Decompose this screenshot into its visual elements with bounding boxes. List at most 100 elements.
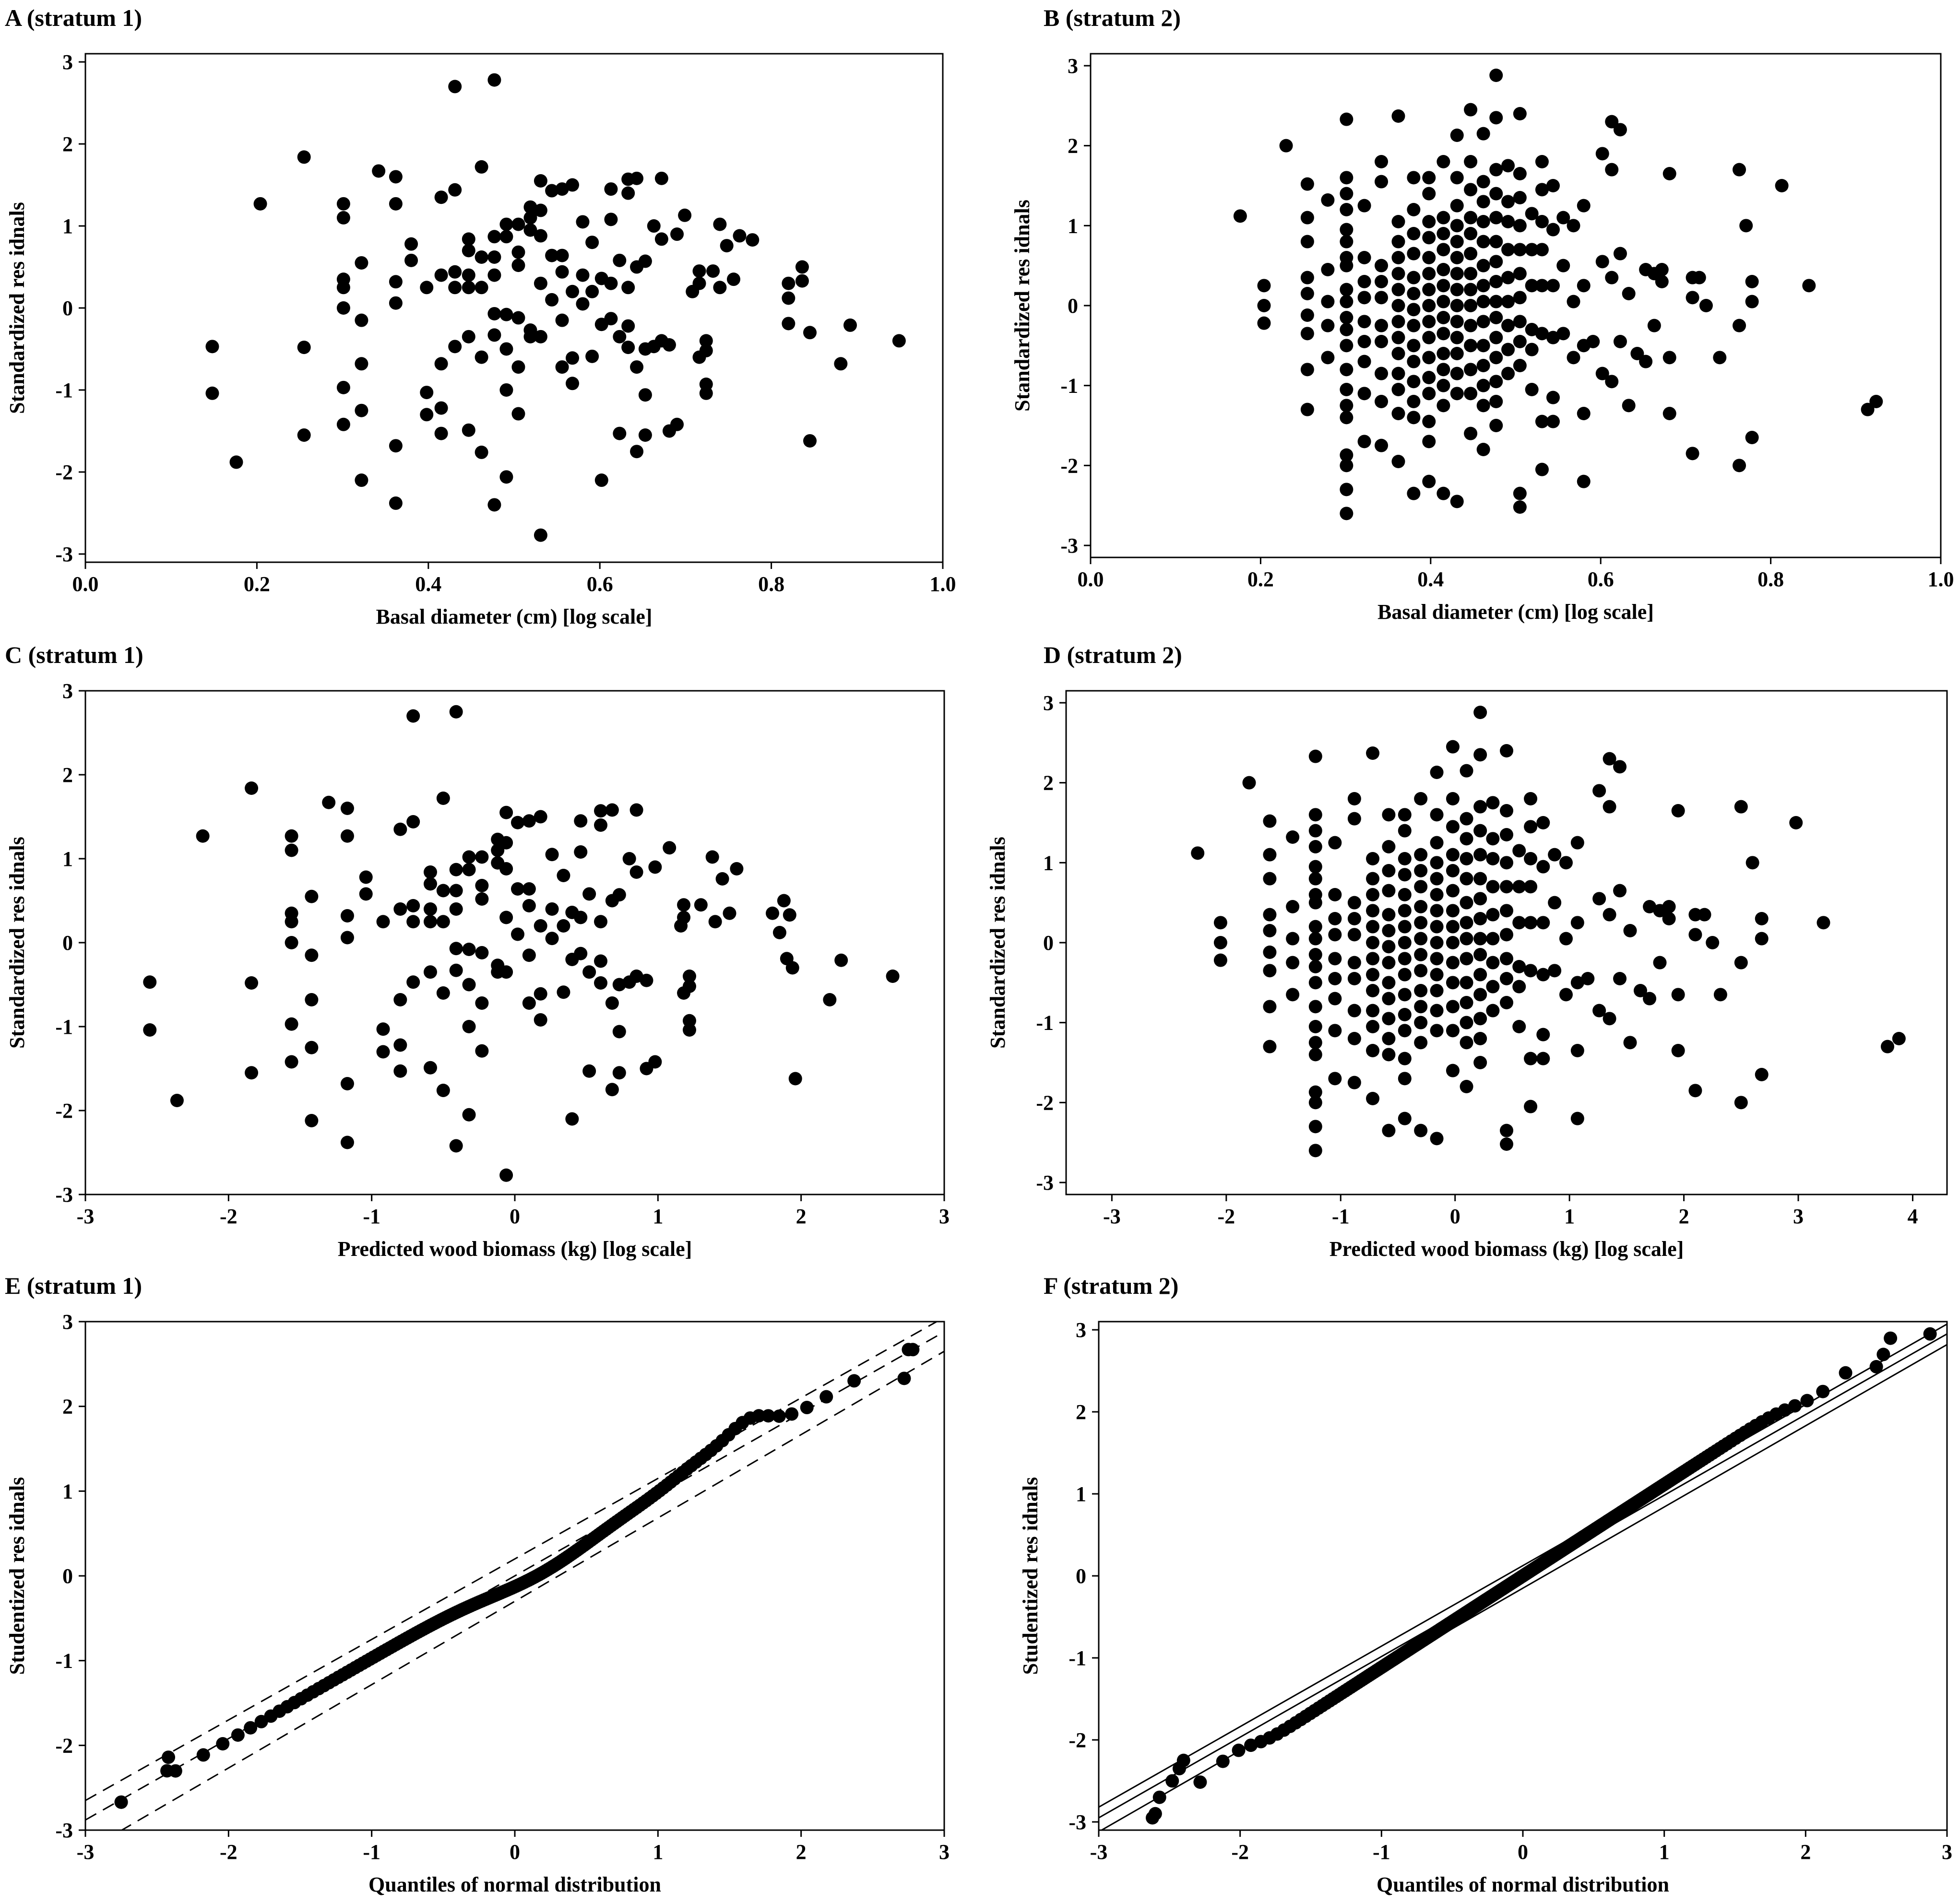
data-point-b xyxy=(1733,163,1746,177)
x-tick-label-d: 3 xyxy=(1793,1205,1804,1228)
data-point-a xyxy=(355,403,368,417)
data-point-a xyxy=(336,211,350,225)
data-point-a xyxy=(699,334,713,348)
data-point-d xyxy=(1347,1076,1361,1089)
data-point-a xyxy=(545,184,559,198)
data-point-d xyxy=(1308,1120,1322,1134)
data-point-d xyxy=(1308,824,1322,838)
data-point-b xyxy=(1546,279,1560,293)
data-point-d xyxy=(1382,976,1396,990)
data-point-d xyxy=(1430,968,1444,982)
panel-a: A (stratum 1) -3 -2 -1 0 1 2 3 0.0 0.2 0.4 0.6 0.8 1.… xyxy=(5,4,956,628)
data-point-d xyxy=(1671,804,1685,817)
data-point-b xyxy=(1692,271,1706,284)
data-point-c xyxy=(522,882,536,896)
data-point-b xyxy=(1422,251,1436,264)
data-point-d xyxy=(1430,1024,1444,1038)
data-point-a xyxy=(448,265,462,279)
data-point-a xyxy=(576,297,590,311)
data-point-d xyxy=(1524,820,1538,834)
data-point-b xyxy=(1375,291,1389,305)
data-point-a xyxy=(670,417,684,431)
data-point-d xyxy=(1460,872,1473,886)
data-point-f xyxy=(1145,1811,1159,1825)
data-point-c xyxy=(557,919,570,933)
data-point-d xyxy=(1398,808,1412,822)
data-point-d xyxy=(1430,952,1444,966)
data-point-d xyxy=(1308,948,1322,961)
data-point-b xyxy=(1437,399,1450,413)
data-point-c xyxy=(436,792,450,805)
data-point-b xyxy=(1407,486,1421,500)
data-point-d xyxy=(1263,814,1277,828)
y-axis-title-b: Standardized res idnals xyxy=(1010,200,1034,412)
data-point-c xyxy=(475,946,489,959)
data-point-b xyxy=(1450,283,1464,296)
data-point-d xyxy=(1486,832,1500,846)
y-tick-label-a: 1 xyxy=(62,214,73,238)
data-point-d xyxy=(1430,888,1444,901)
data-point-a xyxy=(487,250,501,264)
data-point-c xyxy=(622,852,636,865)
panel-label-f: F (stratum 2) xyxy=(1044,1272,1178,1299)
data-point-b xyxy=(1437,311,1450,324)
data-point-a xyxy=(585,284,599,298)
data-point-f xyxy=(1876,1348,1890,1361)
y-tick-label-b: 3 xyxy=(1068,54,1078,78)
x-tick-label-b: 0.8 xyxy=(1757,568,1784,591)
data-point-b xyxy=(1407,395,1421,408)
data-point-d xyxy=(1473,1056,1487,1069)
data-point-b xyxy=(1525,279,1539,293)
data-point-b xyxy=(1391,215,1405,228)
data-point-b xyxy=(1567,219,1580,233)
data-point-d xyxy=(1603,1012,1616,1026)
data-point-d xyxy=(1536,916,1550,930)
data-point-a xyxy=(630,360,644,374)
data-point-b xyxy=(1605,163,1619,177)
data-point-d xyxy=(1623,1036,1637,1050)
data-point-d xyxy=(1366,936,1380,949)
data-point-a xyxy=(475,281,488,295)
data-point-d xyxy=(1592,784,1606,798)
data-point-b xyxy=(1622,287,1636,300)
data-point-a xyxy=(713,217,727,231)
data-point-e xyxy=(231,1728,245,1742)
data-point-b xyxy=(1546,414,1560,428)
data-point-a xyxy=(205,386,219,400)
data-point-d xyxy=(1570,976,1584,990)
data-point-d xyxy=(1213,916,1227,930)
data-point-b xyxy=(1513,219,1527,233)
data-point-c xyxy=(449,1139,463,1153)
data-point-b xyxy=(1513,107,1527,120)
data-point-c xyxy=(359,887,373,901)
data-point-b xyxy=(1513,335,1527,348)
data-point-c xyxy=(605,996,619,1010)
data-point-b xyxy=(1391,331,1405,344)
data-point-b xyxy=(1630,347,1644,360)
data-point-d xyxy=(1486,852,1500,865)
data-point-c xyxy=(522,899,536,912)
x-tick-label-e: -3 xyxy=(77,1840,95,1864)
data-point-d xyxy=(1892,1032,1906,1045)
data-point-c xyxy=(777,894,791,908)
data-point-b xyxy=(1733,459,1746,473)
data-point-d xyxy=(1570,836,1584,850)
data-point-d xyxy=(1398,1072,1412,1086)
data-point-c xyxy=(436,1084,450,1097)
data-point-d xyxy=(1398,868,1412,882)
data-point-d xyxy=(1398,968,1412,982)
data-point-a xyxy=(534,330,547,343)
data-point-c xyxy=(449,705,463,719)
data-point-c xyxy=(766,906,779,920)
data-point-b xyxy=(1739,219,1753,233)
data-point-d xyxy=(1430,920,1444,934)
data-point-d xyxy=(1548,896,1562,910)
data-point-e xyxy=(216,1737,230,1751)
data-point-a xyxy=(511,217,525,231)
data-point-d xyxy=(1662,900,1676,913)
panel-c: C (stratum 1) -3 -2 -1 0 1 2 3 -3 -2 -1 0 1 2 3 Predict… xyxy=(5,641,950,1261)
data-point-d xyxy=(1414,848,1428,862)
data-point-c xyxy=(170,1094,184,1107)
data-point-b xyxy=(1375,175,1389,189)
data-point-d xyxy=(1536,1052,1550,1065)
